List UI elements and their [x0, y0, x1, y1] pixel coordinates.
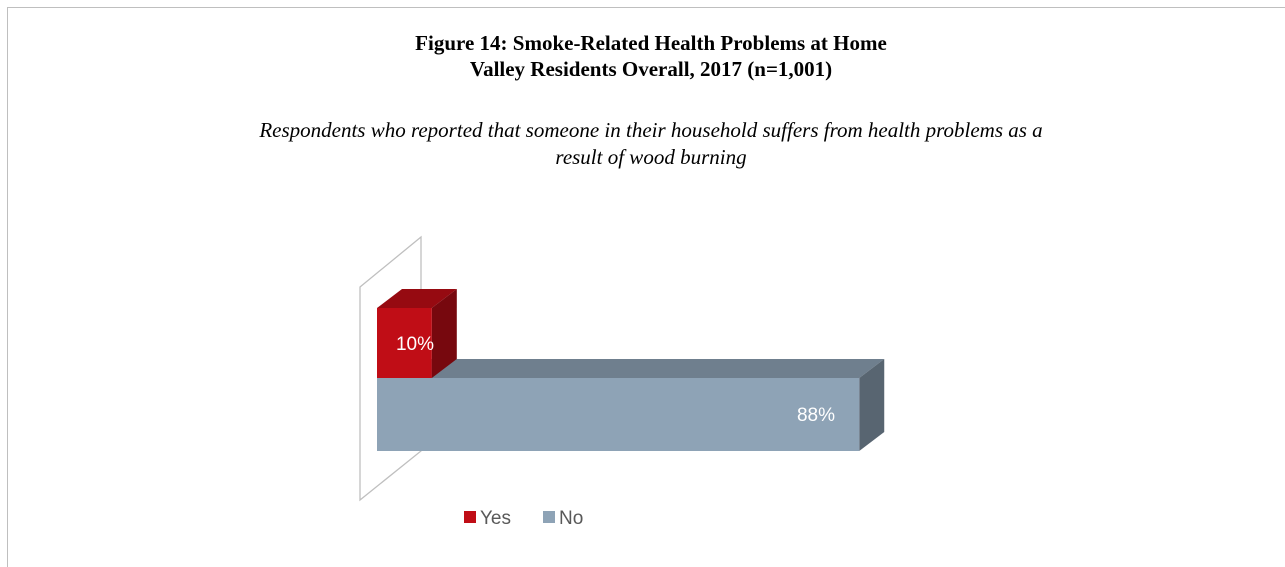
bar-yes-top — [377, 289, 457, 308]
figure-subtitle: Respondents who reported that someone in… — [0, 117, 1285, 171]
data-label-no: 88% — [797, 405, 835, 426]
title-line-2: Valley Residents Overall, 2017 (n=1,001) — [469, 57, 833, 81]
bar-yes — [377, 308, 432, 378]
subtitle-line-2: result of wood burning — [555, 145, 747, 169]
bar-no-side — [859, 359, 885, 451]
bar-no-top — [377, 359, 885, 378]
bar-chart: 10% 88% Yes No — [359, 235, 885, 529]
bar-yes-side — [431, 289, 457, 378]
legend-swatch-no — [543, 511, 555, 523]
legend-label-no: No — [559, 508, 583, 529]
data-label-yes: 10% — [396, 334, 434, 355]
bar-no — [377, 378, 860, 451]
subtitle-line-1: Respondents who reported that someone in… — [259, 118, 1043, 142]
figure-title: Figure 14: Smoke-Related Health Problems… — [0, 30, 1285, 82]
legend-label-yes: Yes — [480, 508, 511, 529]
figure-frame — [7, 7, 1285, 567]
legend-swatch-yes — [464, 511, 476, 523]
title-line-1: Figure 14: Smoke-Related Health Problems… — [415, 31, 887, 55]
